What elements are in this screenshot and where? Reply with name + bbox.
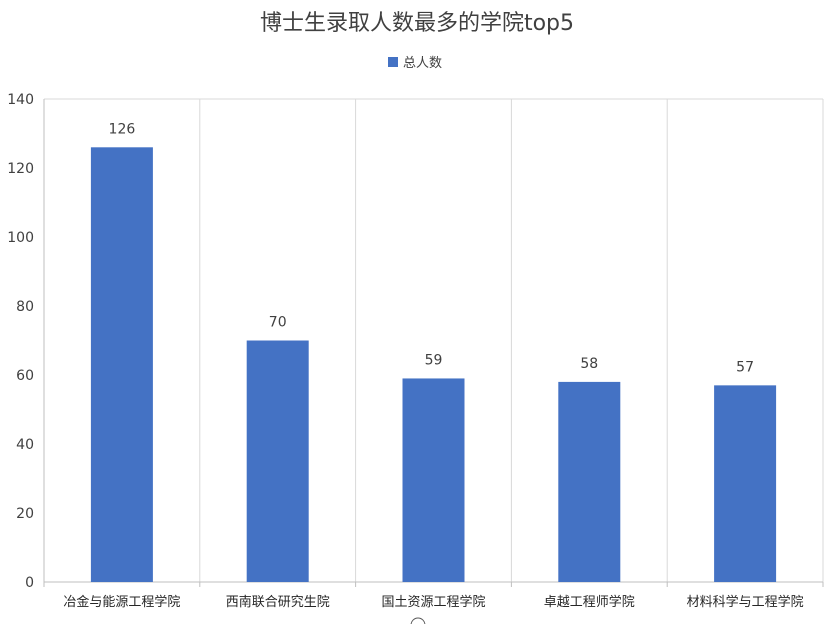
x-tick-label: 卓越工程师学院 xyxy=(544,594,635,610)
data-label: 126 xyxy=(109,121,136,137)
data-label: 57 xyxy=(736,359,754,375)
y-tick-label: 40 xyxy=(16,437,34,453)
x-tick-label: 冶金与能源工程学院 xyxy=(63,594,180,610)
y-tick-label: 60 xyxy=(16,368,34,384)
legend-label: 总人数 xyxy=(403,56,442,71)
y-tick-label: 20 xyxy=(16,506,34,522)
bars xyxy=(90,147,777,583)
scroll-indicator xyxy=(410,617,426,624)
x-tick-label: 材料科学与工程学院 xyxy=(687,594,804,610)
bar xyxy=(246,340,309,582)
data-label: 59 xyxy=(425,352,443,368)
y-tick-label: 120 xyxy=(7,161,34,177)
y-axis: 0 20 40 60 80 100 120 140 xyxy=(7,92,45,591)
y-tick-label: 80 xyxy=(16,299,34,315)
bar xyxy=(402,378,465,582)
data-labels: 126 70 59 58 57 xyxy=(109,121,754,375)
x-tick-label: 西南联合研究生院 xyxy=(226,594,330,610)
y-tick-label: 100 xyxy=(7,230,34,246)
legend-swatch xyxy=(388,57,398,67)
legend: 总人数 xyxy=(388,56,442,71)
bar xyxy=(714,385,777,582)
plot-frame xyxy=(44,98,824,582)
x-tick-label: 国土资源工程学院 xyxy=(381,594,485,610)
y-tick-label: 140 xyxy=(7,92,34,108)
y-tick-label: 0 xyxy=(25,575,34,591)
chart-title: 博士生录取人数最多的学院top5 xyxy=(260,11,574,36)
x-axis: 冶金与能源工程学院 西南联合研究生院 国土资源工程学院 卓越工程师学院 材料科学与工程学… xyxy=(43,581,824,610)
data-label: 70 xyxy=(269,315,287,331)
data-label: 58 xyxy=(580,356,598,372)
bar xyxy=(558,381,621,582)
bar xyxy=(90,147,153,583)
